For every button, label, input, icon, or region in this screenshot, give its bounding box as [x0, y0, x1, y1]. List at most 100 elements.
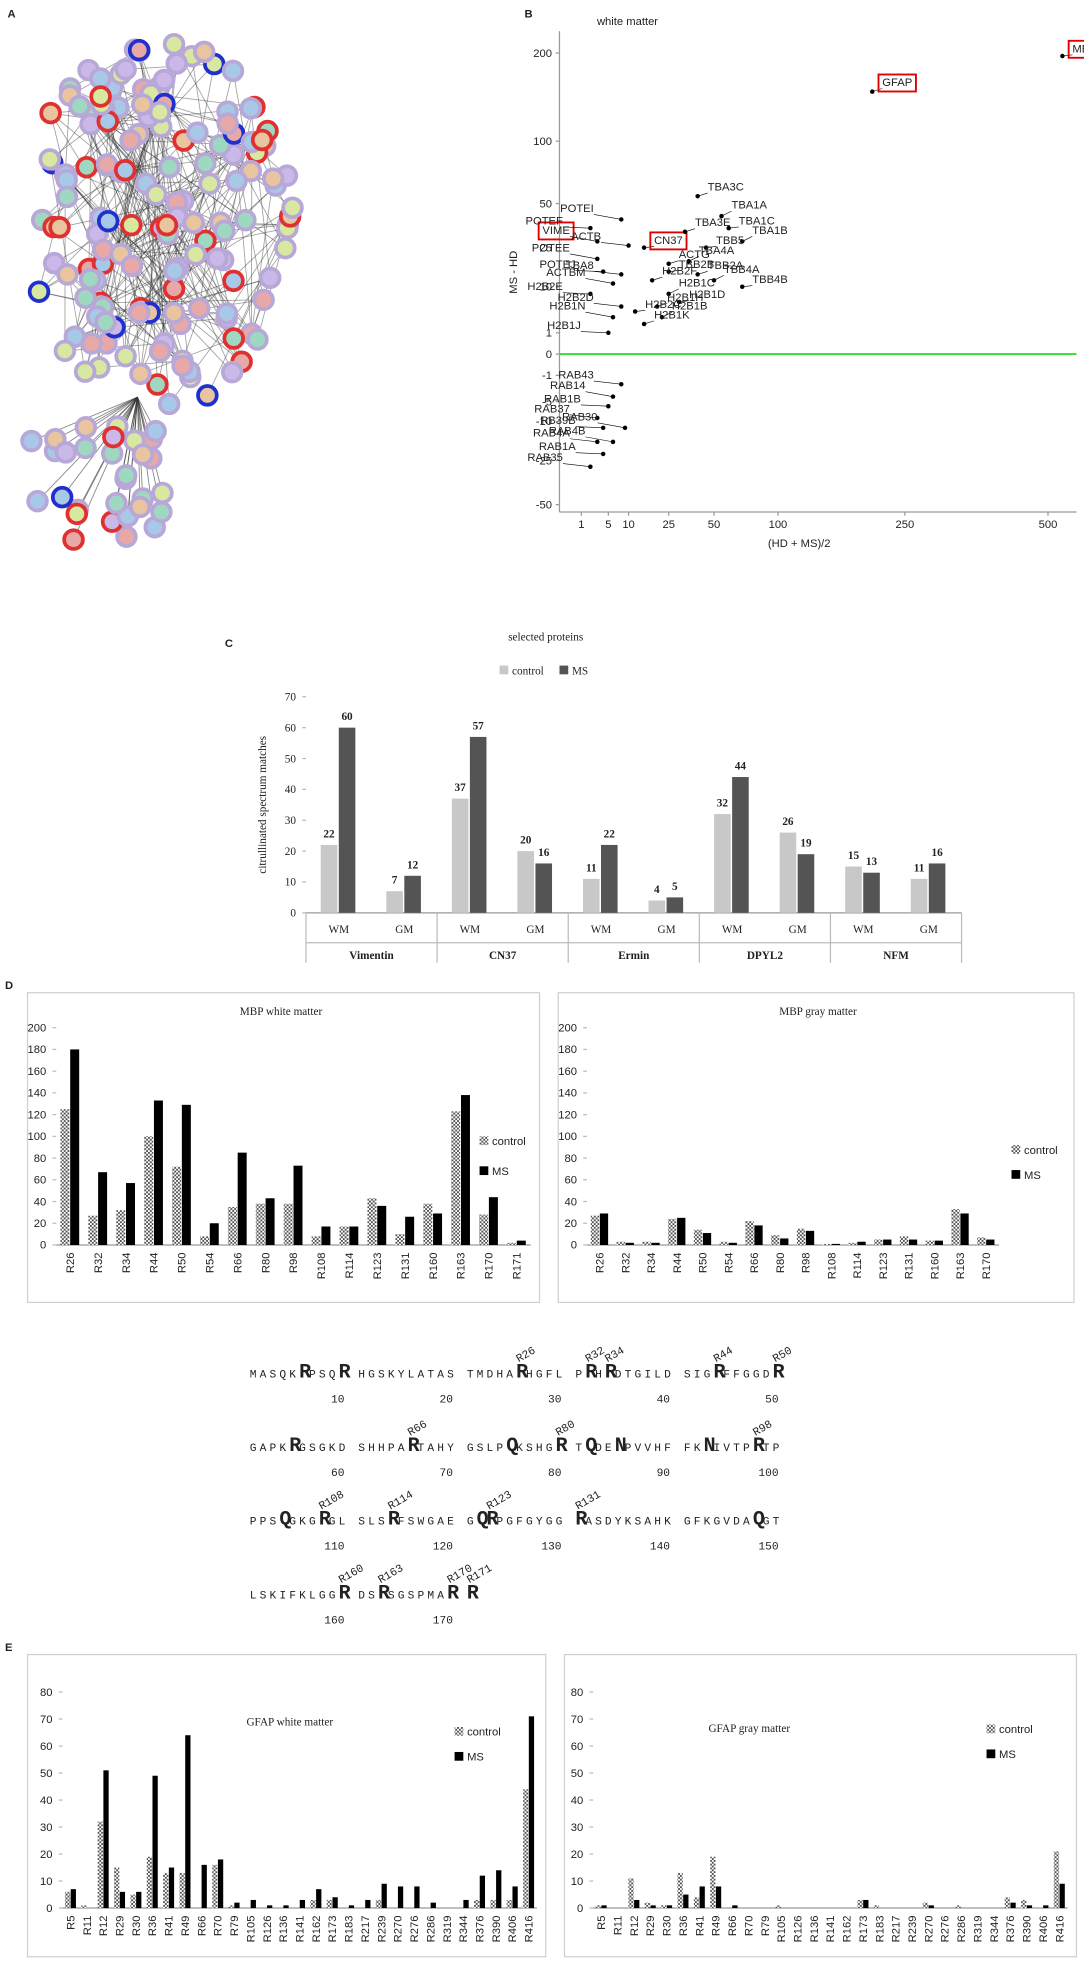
point-label: H2B1N [549, 301, 585, 313]
residue: A [418, 1369, 425, 1381]
x-tick-label: 50 [708, 519, 720, 531]
label-leader [644, 246, 655, 248]
point [626, 243, 631, 248]
network-edge [102, 270, 175, 308]
bar [250, 1899, 256, 1909]
residue: T [467, 1369, 474, 1381]
network-edge [206, 227, 288, 396]
residue: M [477, 1369, 484, 1381]
residue: K [625, 1517, 632, 1529]
bar [119, 1891, 126, 1909]
label-leader [697, 271, 708, 275]
network-node [127, 301, 151, 324]
point-label: RAB4B [549, 425, 586, 437]
bar [599, 1213, 609, 1245]
legend-swatch [454, 1751, 464, 1761]
network-node [234, 208, 257, 232]
label-leader [742, 236, 753, 242]
y-tick-label: 30 [285, 815, 297, 827]
x-tick-label: R276 [940, 1916, 952, 1943]
bar [70, 1049, 80, 1245]
point [610, 281, 616, 286]
label-leader [569, 414, 598, 419]
network-node [163, 259, 186, 282]
residue: S [388, 1590, 395, 1602]
point-label: H2B2D [558, 292, 594, 304]
value-label: 13 [866, 856, 878, 868]
residue: P [418, 1590, 425, 1602]
group-label: CN37 [489, 950, 517, 962]
residue: P [260, 1517, 267, 1529]
bar [463, 1899, 469, 1909]
network-node [148, 100, 172, 124]
residue-number: 120 [433, 1542, 453, 1554]
bar [469, 736, 487, 913]
y-tick-label: 50 [40, 1768, 52, 1780]
residue: G [329, 1590, 336, 1602]
bar [728, 1242, 737, 1245]
bar [488, 1197, 498, 1245]
point-label: H2B1B [672, 301, 708, 313]
residue: L [339, 1517, 346, 1529]
point-label: CN37 [654, 235, 683, 247]
legend-label: MS [467, 1752, 484, 1764]
x-tick-label: R29 [645, 1916, 657, 1937]
y-tick-label: -50 [536, 499, 552, 511]
bar [1010, 1902, 1016, 1909]
residue: P [743, 1443, 750, 1455]
residue: A [506, 1369, 513, 1381]
x-tick-label: R123 [878, 1252, 890, 1279]
y-tick-label: -10 [536, 416, 552, 428]
legend-swatch [1011, 1145, 1021, 1154]
bar [702, 1233, 712, 1245]
label-leader [661, 311, 673, 318]
network-node [215, 302, 239, 325]
network-node [128, 495, 152, 519]
x-tick-label: GM [395, 924, 413, 936]
residue: G [309, 1517, 316, 1529]
bar [405, 1216, 415, 1245]
point-label: ACTBM [546, 267, 585, 279]
residue: S [477, 1443, 484, 1455]
x-tick-label: 1 [578, 519, 584, 531]
network [20, 33, 304, 551]
point-label: H2B1C [679, 277, 715, 289]
residue: G [467, 1443, 474, 1455]
point [600, 425, 606, 431]
bar [1021, 1899, 1027, 1909]
bar [848, 1242, 857, 1245]
x-tick-label: R160 [929, 1252, 941, 1279]
bar [650, 1905, 656, 1909]
residue [348, 1369, 355, 1381]
residue: R [713, 1360, 725, 1383]
bar [479, 1214, 489, 1245]
legend-label: control [512, 665, 544, 677]
label-leader [569, 438, 598, 443]
residue: G [546, 1517, 553, 1529]
network-node [74, 286, 97, 309]
network-edge [163, 79, 234, 281]
residue: I [644, 1369, 651, 1381]
panel-frame [26, 992, 541, 1304]
point [600, 451, 606, 457]
residue: G [319, 1590, 326, 1602]
residue: R [447, 1581, 459, 1604]
label-leader [728, 226, 739, 229]
bar [146, 1856, 153, 1909]
point [740, 284, 745, 290]
y-tick-label: 80 [40, 1687, 52, 1699]
point [610, 314, 616, 320]
point [610, 439, 616, 445]
x-tick-label: R270 [923, 1916, 935, 1943]
network-node [205, 247, 229, 270]
legend-swatch [479, 1166, 489, 1176]
value-label: 22 [604, 828, 616, 840]
residue: Q [477, 1508, 489, 1531]
residue: R [487, 1508, 499, 1531]
point-label: H2B1K [654, 309, 690, 321]
x-tick-label: R70 [213, 1916, 225, 1937]
bar [326, 1899, 333, 1909]
x-tick-label: R44 [672, 1252, 684, 1273]
bar [386, 891, 403, 913]
